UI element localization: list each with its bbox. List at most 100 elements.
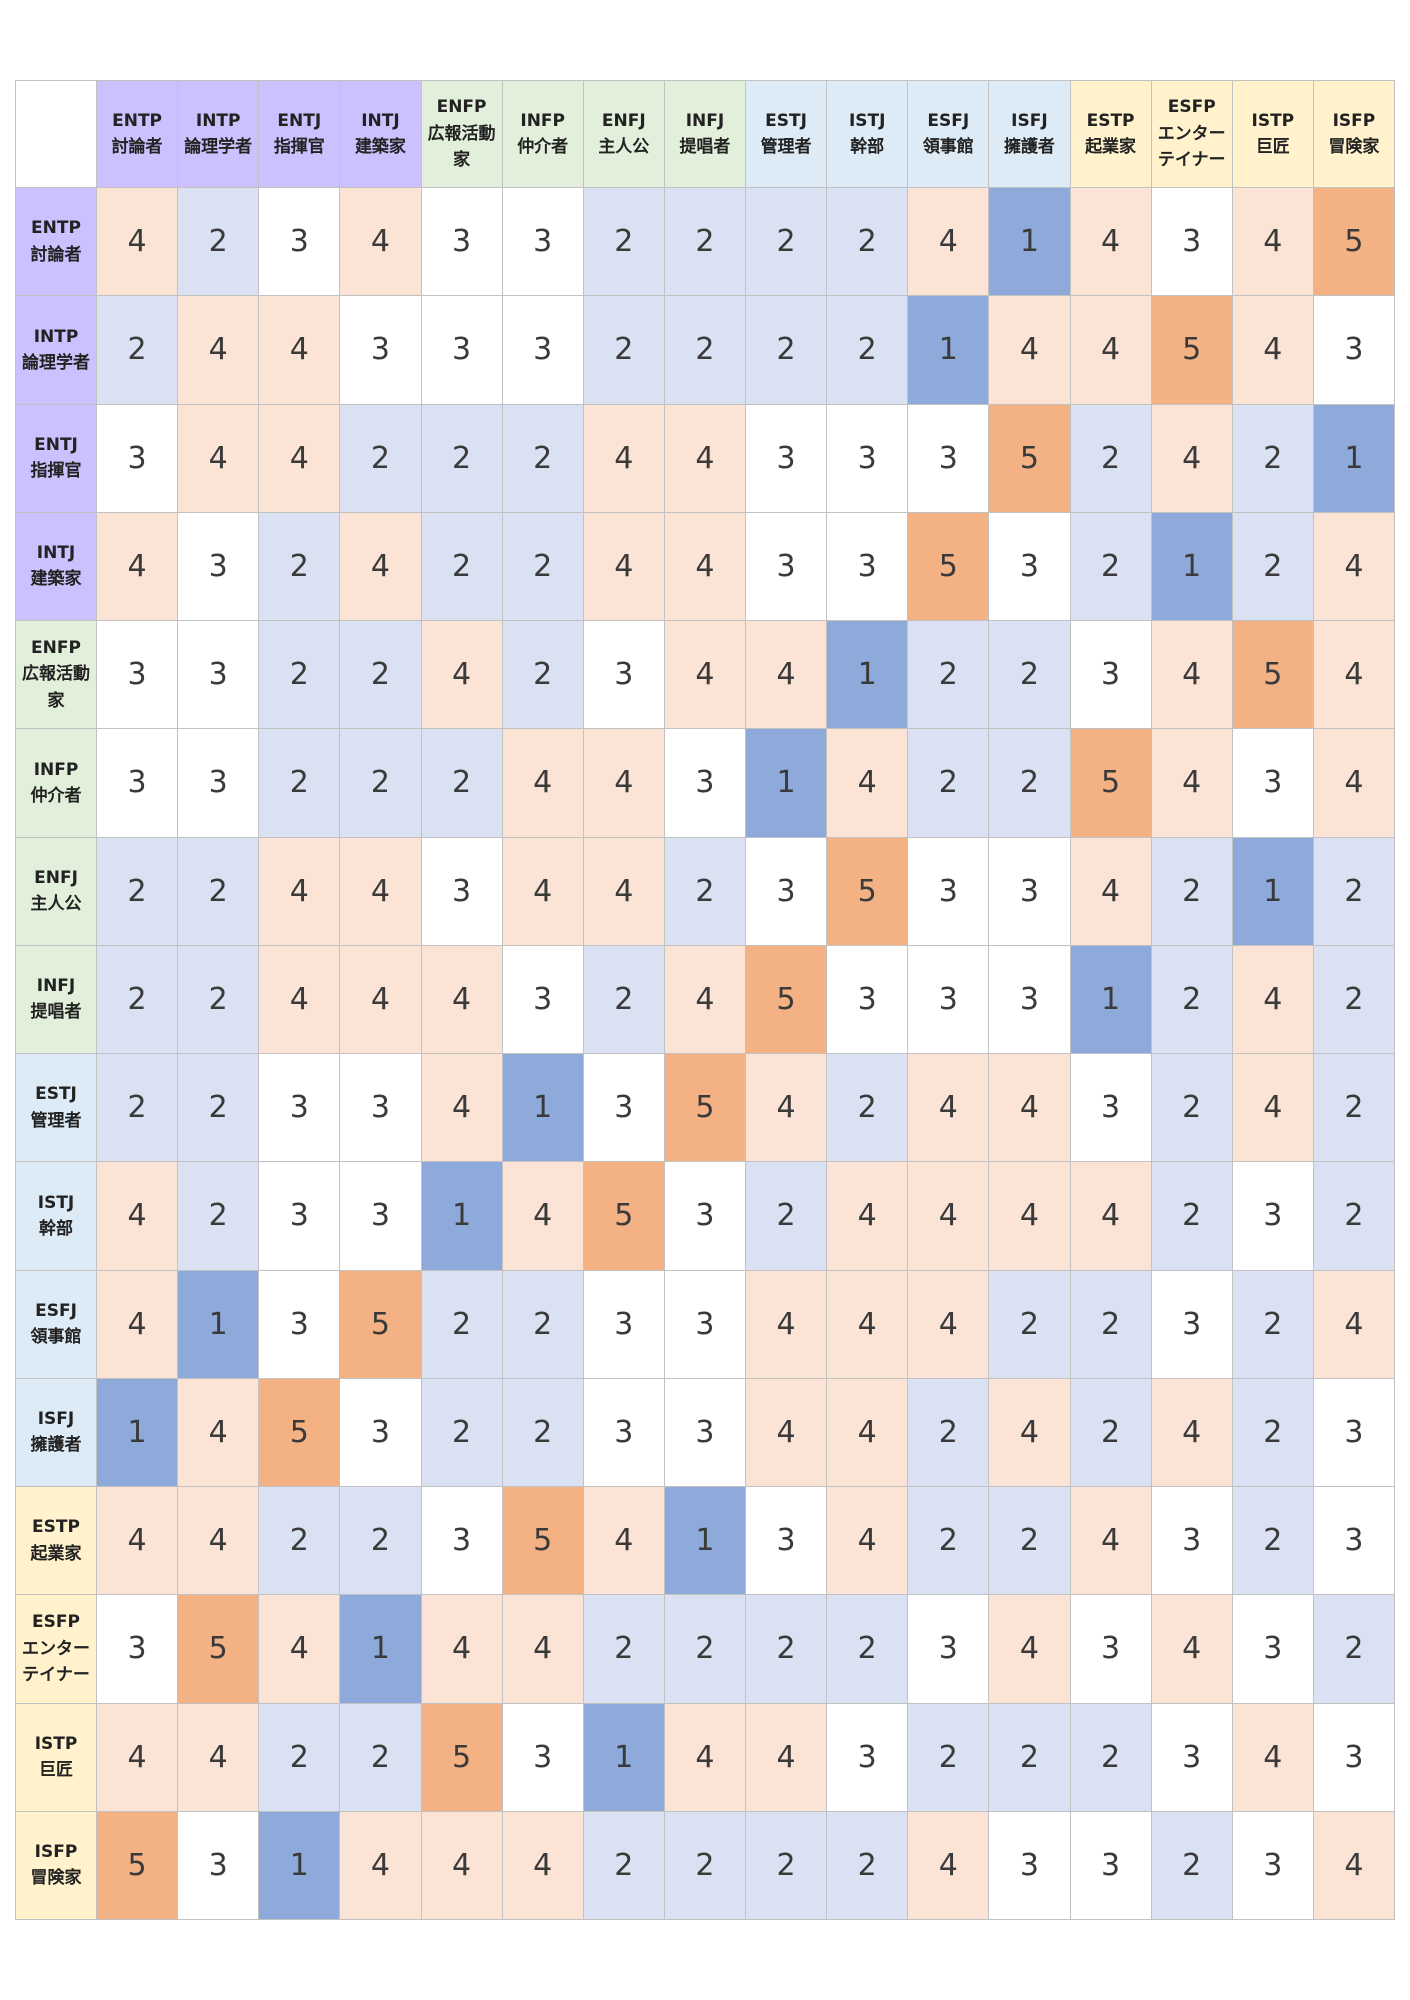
- heatmap-cell: 4: [1312, 1269, 1396, 1379]
- heatmap-cell: 3: [826, 403, 909, 513]
- row-header-enfj: ENFJ 主人公: [15, 836, 97, 946]
- heatmap-cell: 5: [1069, 728, 1152, 838]
- row-header-code: ISTJ: [37, 1192, 75, 1213]
- heatmap-cell: 4: [501, 1594, 584, 1704]
- heatmap-cell: 2: [177, 944, 260, 1055]
- heatmap-cell: 3: [1312, 1377, 1396, 1488]
- heatmap-cell: 3: [1150, 1485, 1233, 1596]
- column-header-estp: ESTP 起業家: [1069, 80, 1152, 188]
- row-header-estj: ESTJ 管理者: [15, 1052, 97, 1163]
- column-header-role: 主人公: [598, 137, 650, 157]
- column-header-intp: INTP 論理学者: [177, 80, 260, 188]
- row-header-role: 広報活動家: [22, 664, 90, 711]
- heatmap-cell: 3: [907, 403, 990, 513]
- column-header-code: ISTP: [1251, 110, 1295, 131]
- heatmap-row-estj: ESTJ 管理者 2 2 3 3 4 1 3 5 4 2 4 4 3 2 4 2: [15, 1052, 1396, 1163]
- heatmap-cell: 2: [1069, 511, 1152, 622]
- heatmap-cell: 2: [1312, 1052, 1396, 1163]
- column-header-enfp: ENFP 広報活動家: [420, 80, 503, 188]
- row-header-code: INFJ: [36, 976, 76, 997]
- column-header-role: 擁護者: [1003, 137, 1055, 157]
- column-header-role: 論理学者: [184, 137, 253, 157]
- heatmap-cell: 2: [582, 295, 665, 405]
- heatmap-cell: 2: [1150, 836, 1233, 946]
- heatmap-cell: 3: [744, 1485, 828, 1596]
- column-header-role: 仲介者: [517, 137, 569, 157]
- heatmap-cell: 4: [988, 295, 1071, 405]
- heatmap-cell: 2: [988, 1702, 1071, 1812]
- heatmap-cell: 2: [177, 1161, 260, 1271]
- heatmap-cell: 3: [1231, 1594, 1314, 1704]
- heatmap-cell: 2: [988, 728, 1071, 838]
- heatmap-row-enfp: ENFP 広報活動家 3 3 2 2 4 2 3 4 4 1 2 2 3 4 5 4: [15, 619, 1396, 730]
- row-header-code: INTP: [33, 326, 79, 347]
- heatmap-cell: 3: [177, 511, 260, 622]
- heatmap-row-entp: ENTP 討論者 4 2 3 4 3 3 2 2 2 2 4 1 4 3 4 5: [15, 186, 1396, 297]
- heatmap-cell: 3: [744, 836, 828, 946]
- heatmap-cell: 2: [420, 511, 503, 622]
- heatmap-row-isfj: ISFJ 擁護者 1 4 5 3 2 2 3 3 4 4 2 4 2 4 2 3: [15, 1377, 1396, 1488]
- heatmap-cell: 4: [1231, 944, 1314, 1055]
- row-header-intp: INTP 論理学者: [15, 295, 97, 405]
- column-header-role: エンターテイナー: [1157, 123, 1226, 171]
- column-header-role: 建築家: [354, 137, 406, 157]
- heatmap-cell: 2: [339, 1485, 422, 1596]
- heatmap-row-estp: ESTP 起業家 4 4 2 2 3 5 4 1 3 4 2 2 4 3 2 3: [15, 1485, 1396, 1596]
- column-header-code: INTJ: [361, 110, 400, 131]
- heatmap-cell: 1: [420, 1161, 503, 1271]
- heatmap-cell: 3: [1069, 1594, 1152, 1704]
- heatmap-cell: 1: [258, 1810, 341, 1921]
- heatmap-cell: 3: [988, 1810, 1071, 1921]
- heatmap-cell: 2: [501, 1377, 584, 1488]
- row-header-code: ESFJ: [35, 1300, 77, 1321]
- heatmap-cell: 3: [1069, 1810, 1152, 1921]
- heatmap-cell: 4: [907, 1052, 990, 1163]
- heatmap-cell: 2: [826, 295, 909, 405]
- heatmap-cell: 3: [1231, 1161, 1314, 1271]
- heatmap-cell: 2: [1312, 1161, 1396, 1271]
- heatmap-cell: 2: [1069, 1269, 1152, 1379]
- column-header-role: 討論者: [111, 137, 163, 157]
- heatmap-cell: 3: [95, 619, 179, 730]
- row-header-role: 建築家: [30, 569, 82, 590]
- heatmap-cell: 5: [988, 403, 1071, 513]
- heatmap-cell: 4: [988, 1052, 1071, 1163]
- heatmap-cell: 4: [339, 836, 422, 946]
- heatmap-cell: 2: [420, 403, 503, 513]
- column-header-role: 領事館: [922, 137, 974, 157]
- heatmap-cell: 2: [258, 619, 341, 730]
- row-header-code: ENTP: [31, 218, 81, 239]
- heatmap-cell: 3: [1312, 1702, 1396, 1812]
- column-header-entj: ENTJ 指揮官: [258, 80, 341, 188]
- row-header-role: 提唱者: [30, 1002, 82, 1023]
- heatmap-cell: 4: [1069, 1485, 1152, 1596]
- row-header-infp: INFP 仲介者: [15, 728, 97, 838]
- heatmap-cell: 3: [1150, 1269, 1233, 1379]
- heatmap-cell: 2: [420, 1269, 503, 1379]
- heatmap-cell: 2: [826, 186, 909, 297]
- column-header-code: ISTJ: [848, 110, 886, 131]
- heatmap-cell: 3: [177, 1810, 260, 1921]
- row-header-code: ISFP: [34, 1842, 78, 1863]
- heatmap-cell: 5: [1150, 295, 1233, 405]
- heatmap-cell: 4: [420, 1594, 503, 1704]
- heatmap-cell: 2: [501, 403, 584, 513]
- heatmap-cell: 2: [95, 295, 179, 405]
- heatmap-cell: 3: [177, 728, 260, 838]
- heatmap-cell: 3: [744, 403, 828, 513]
- heatmap-cell: 1: [1312, 403, 1396, 513]
- row-header-istp: ISTP 巨匠: [15, 1702, 97, 1812]
- heatmap-cell: 2: [95, 944, 179, 1055]
- column-header-isfj: ISFJ 擁護者: [988, 80, 1071, 188]
- heatmap-cell: 4: [744, 1377, 828, 1488]
- heatmap-cell: 4: [1150, 1377, 1233, 1488]
- row-header-role: エンターテイナー: [22, 1638, 90, 1686]
- heatmap-cell: 2: [744, 1161, 828, 1271]
- heatmap-cell: 3: [339, 1052, 422, 1163]
- heatmap-cell: 2: [339, 1702, 422, 1812]
- heatmap-cell: 2: [826, 1810, 909, 1921]
- column-header-code: ISFJ: [1011, 110, 1048, 131]
- column-header-code: ENFP: [436, 97, 487, 118]
- heatmap-cell: 2: [1069, 1377, 1152, 1488]
- heatmap-cell: 4: [95, 1702, 179, 1812]
